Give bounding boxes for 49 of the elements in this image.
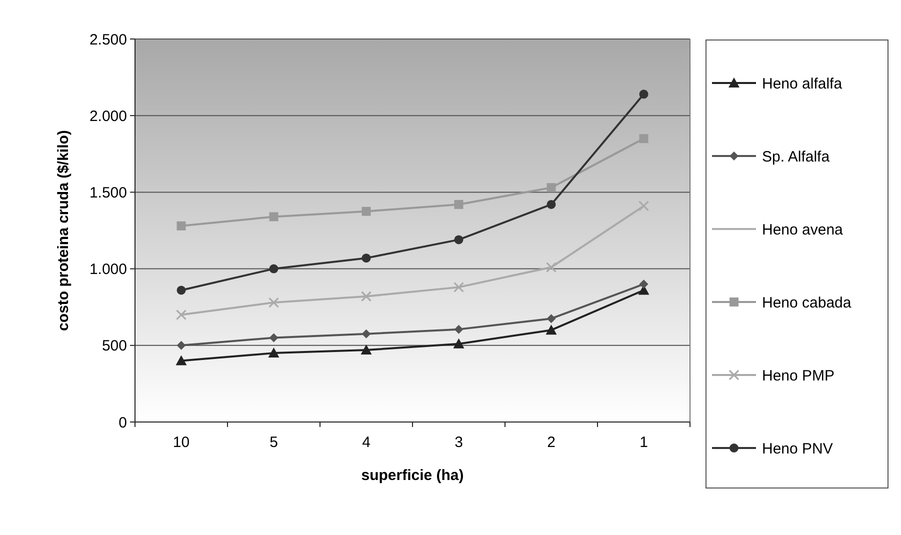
point [639,90,648,99]
y-axis-title: costo proteina cruda ($/kilo) [55,130,72,331]
x-tick-label: 2 [547,434,556,451]
point [454,324,464,334]
point [176,309,187,320]
point [362,254,371,263]
x-tick-label: 5 [270,434,278,451]
x-tick-label: 3 [454,434,463,451]
point [454,200,464,209]
y-tick-label: 1.500 [89,184,127,202]
y-tick-label: 1.000 [89,261,127,278]
point [176,340,186,350]
x-axis-title: superficie (ha) [361,467,464,484]
point [269,264,278,274]
point [546,200,556,209]
point [360,291,372,302]
point [176,221,186,230]
point [269,212,278,222]
y-tick-label: 2.000 [89,108,127,125]
point [546,314,556,324]
point [546,262,557,273]
legend-label: Heno cabada [762,294,852,312]
point [362,329,371,338]
legend-label: Heno avena [762,221,844,238]
x-tick-label: 4 [362,434,370,451]
point [639,280,648,289]
point [176,355,187,366]
point [453,282,464,292]
point [546,183,556,192]
y-tick-label: 500 [102,338,127,355]
point [269,333,278,342]
x-tick-label: 1 [640,434,648,451]
point [639,134,648,144]
legend-label: Sp. Alfalfa [762,148,830,166]
point [268,297,280,308]
y-tick-label: 2.500 [89,31,127,48]
point [176,286,186,295]
point [362,206,371,216]
legend-label: Heno PMP [762,367,835,384]
point [453,338,464,348]
legend-label: Heno alfalfa [762,75,843,92]
point [268,348,280,358]
x-tick-label: 10 [172,434,190,451]
point [546,324,557,335]
legend-label: Heno PNV [762,440,833,458]
point [360,344,372,354]
y-tick-label: 0 [118,414,127,432]
point [638,200,650,212]
point [454,235,464,244]
